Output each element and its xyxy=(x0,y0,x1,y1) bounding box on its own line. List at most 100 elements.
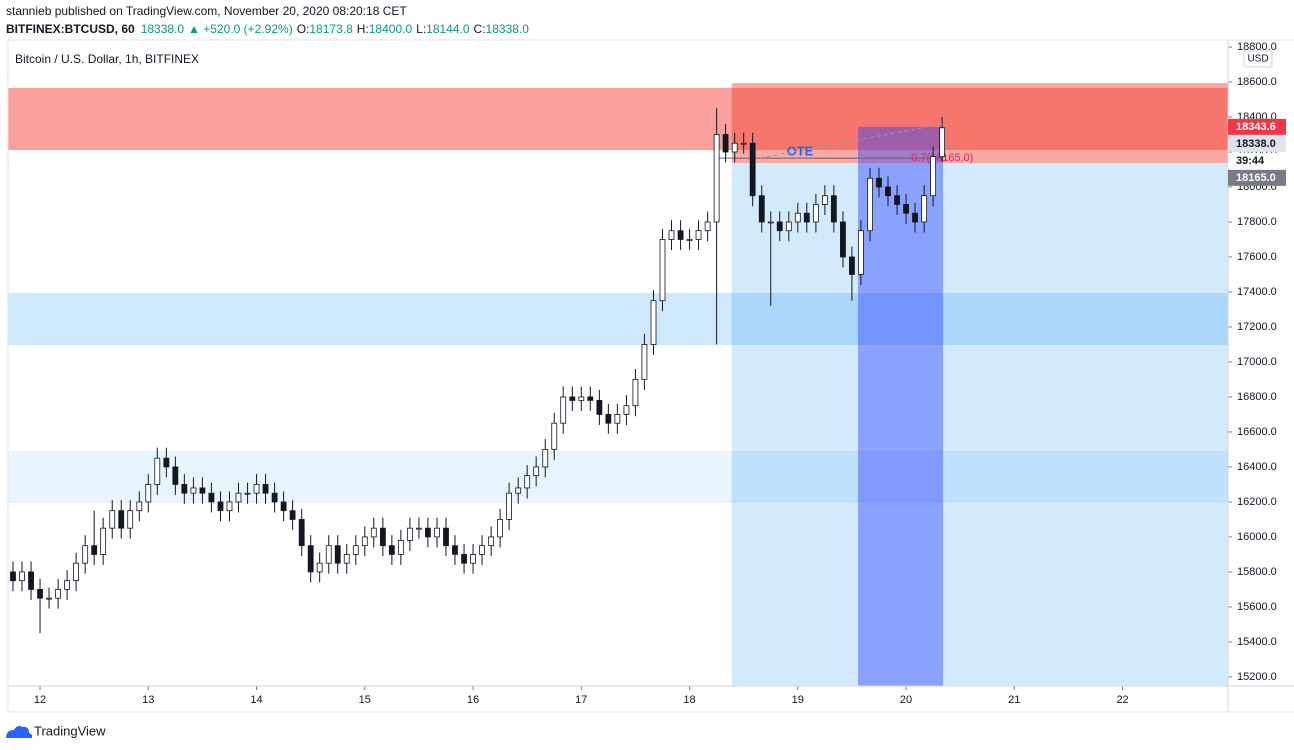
candle-body xyxy=(316,562,323,573)
candle-body xyxy=(479,545,485,555)
candle-body xyxy=(876,177,882,188)
countdown: 39:44 xyxy=(1228,152,1286,169)
candle-body xyxy=(55,589,62,599)
candle-body xyxy=(939,127,946,157)
ohlc-key: L: xyxy=(416,22,426,36)
candle-body xyxy=(533,466,540,477)
candle-body xyxy=(470,554,476,564)
candle-body xyxy=(73,562,79,582)
ohlc-key: O: xyxy=(297,22,310,36)
ohlc-value: 18338.0 xyxy=(486,22,530,36)
candle-body xyxy=(91,545,98,555)
candle-body xyxy=(325,545,332,564)
x-tick-label: 13 xyxy=(142,694,154,706)
candle-body xyxy=(867,177,873,232)
candle-body xyxy=(163,457,170,468)
candle-body xyxy=(785,221,792,232)
candle-body xyxy=(253,484,260,494)
candle-body xyxy=(289,510,296,520)
candle-body xyxy=(578,396,585,401)
candle-body xyxy=(434,527,440,538)
y-tick-label: 17800.0 xyxy=(1237,216,1277,228)
candle-body xyxy=(830,195,837,223)
candle-body xyxy=(758,195,765,223)
candle-body xyxy=(118,510,125,529)
publisher: stannieb published on TradingView.com, N… xyxy=(6,4,407,18)
candle-body xyxy=(542,449,549,468)
y-tick-label: 17200.0 xyxy=(1237,321,1277,333)
candle-body xyxy=(235,492,242,503)
candle-body xyxy=(650,300,657,345)
countdown-label: 39:44 xyxy=(1236,155,1265,167)
x-tick-label: 14 xyxy=(250,694,262,706)
zone xyxy=(8,293,1228,345)
zone xyxy=(731,163,1228,686)
candle-body xyxy=(722,134,729,153)
candle-body xyxy=(343,554,350,564)
y-tick-label: 18800.0 xyxy=(1237,41,1277,53)
candle-body xyxy=(443,527,449,547)
ohlc-key: C: xyxy=(474,22,486,36)
candle-body xyxy=(10,571,16,582)
candle-body xyxy=(416,527,422,530)
candle-body xyxy=(930,156,937,197)
candle-body xyxy=(145,484,152,503)
candle-body xyxy=(632,379,639,407)
candle-body xyxy=(28,571,34,590)
candle-body xyxy=(614,414,621,424)
candle-body xyxy=(569,396,576,401)
price-tag: 18165.0 xyxy=(1228,169,1286,186)
zone xyxy=(731,83,1228,164)
candle-body xyxy=(217,501,224,512)
candle-body xyxy=(262,484,269,494)
candle-body xyxy=(461,554,467,564)
candle-body xyxy=(109,510,116,529)
candle-body xyxy=(46,597,52,600)
quote-line: BITFINEX:BTCUSD, 60 18338.0 ▲ +520.0 (+2.9… xyxy=(6,22,529,36)
candle-body xyxy=(127,510,134,529)
candle-body xyxy=(506,492,512,520)
candle-body xyxy=(361,536,368,547)
change: ▲ +520.0 (+2.92%) xyxy=(188,22,293,36)
candle-body xyxy=(668,230,675,240)
candle-body xyxy=(37,589,43,599)
y-tick-label: 17000.0 xyxy=(1237,356,1277,368)
candle-body xyxy=(181,484,188,494)
y-tick-label: 16200.0 xyxy=(1237,496,1277,508)
x-tick-label: 20 xyxy=(900,694,912,706)
last-price: 18338.0 xyxy=(141,22,185,36)
candle-body xyxy=(388,545,395,555)
y-tick-label: 16000.0 xyxy=(1237,531,1277,543)
x-tick-label: 17 xyxy=(575,694,587,706)
x-tick-label: 16 xyxy=(467,694,479,706)
candle-body xyxy=(379,527,386,547)
plot-area: 15200.015400.015600.015800.016000.016200… xyxy=(8,41,1277,706)
candle-body xyxy=(226,501,233,512)
zone xyxy=(8,87,1228,151)
candle-body xyxy=(740,142,747,145)
candle-body xyxy=(488,536,495,547)
y-tick-label: 18600.0 xyxy=(1237,76,1277,88)
y-tick-label: 16800.0 xyxy=(1237,391,1277,403)
candle-body xyxy=(713,134,720,223)
candle-body xyxy=(776,221,783,232)
candle-body xyxy=(551,422,558,450)
candle-body xyxy=(244,492,251,495)
candle-body xyxy=(623,405,630,415)
candle-body xyxy=(605,414,612,424)
candle-body xyxy=(641,344,648,380)
candle-body xyxy=(298,519,305,547)
candle-body xyxy=(172,466,179,485)
candle-body xyxy=(136,501,143,512)
candle-body xyxy=(497,519,504,538)
x-tick-label: 21 xyxy=(1008,694,1020,706)
candle-body xyxy=(271,492,278,503)
candle-body xyxy=(370,527,377,538)
candle-body xyxy=(64,580,71,590)
candle-body xyxy=(19,571,25,582)
candle-body xyxy=(596,400,603,415)
candle-body xyxy=(849,256,855,275)
candle-body xyxy=(803,212,810,223)
candle-body xyxy=(199,487,206,494)
